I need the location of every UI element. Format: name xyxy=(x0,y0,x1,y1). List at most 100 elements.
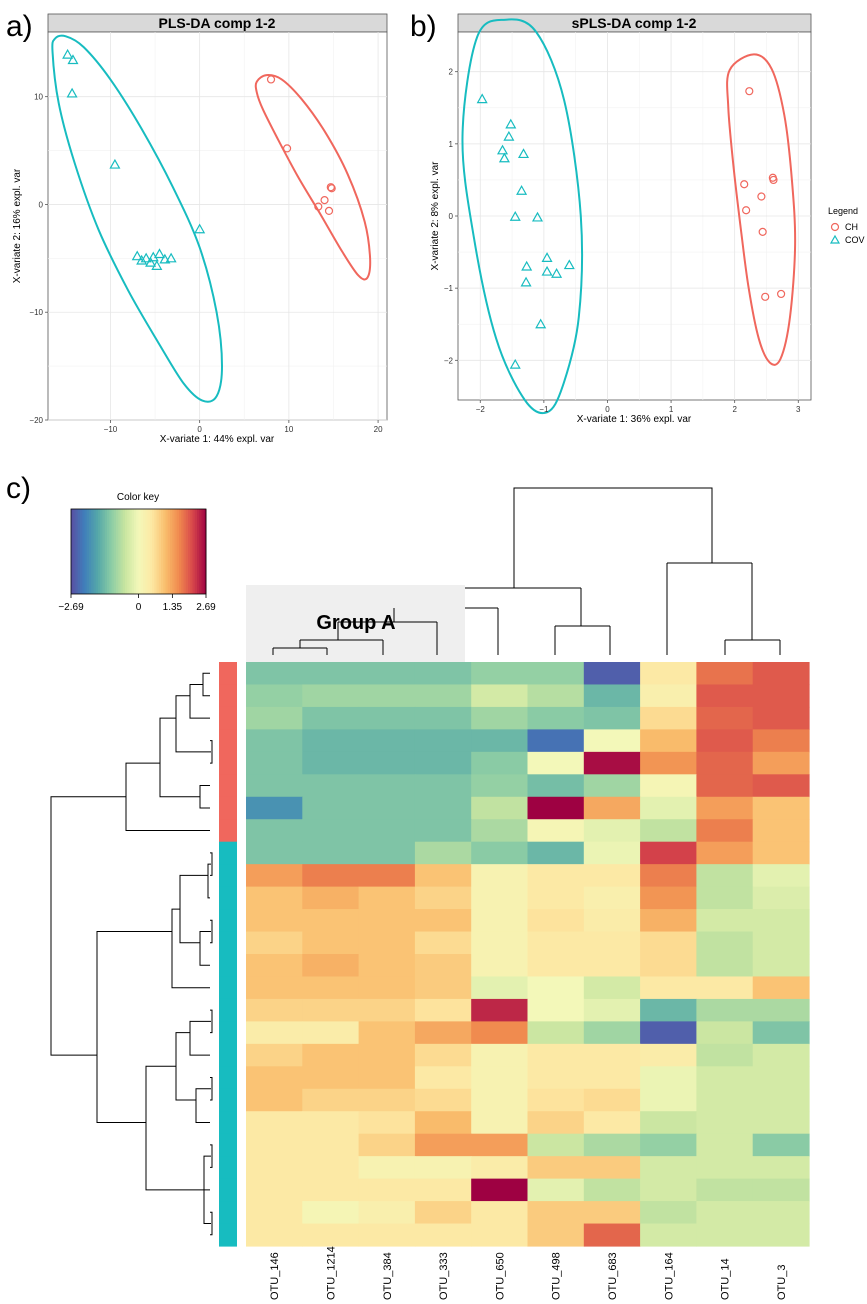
heatmap-cell xyxy=(583,819,641,843)
color-key-swatch xyxy=(77,509,81,594)
row-group-cov xyxy=(219,1201,237,1225)
heatmap-cell xyxy=(640,841,697,865)
spls-da-point-ch xyxy=(758,227,767,236)
row-group-cov xyxy=(219,931,237,955)
heatmap-cell xyxy=(527,909,585,933)
heatmap-cell xyxy=(527,886,585,910)
color-key-swatch xyxy=(183,509,187,594)
heatmap-cell xyxy=(583,1043,641,1067)
spls-da-xtick-label: −2 xyxy=(476,405,486,414)
heatmap-cell xyxy=(302,1043,360,1067)
heatmap-cell xyxy=(246,909,303,933)
color-key-swatch xyxy=(98,509,101,594)
heatmap-cell xyxy=(583,909,641,933)
row-dendrogram-branch xyxy=(203,1155,211,1191)
row-dendrogram-branch xyxy=(195,1088,211,1123)
panel-label-c: c) xyxy=(6,472,31,505)
pls-da-ellipses xyxy=(51,34,372,403)
row-dendrogram-branch xyxy=(189,683,210,719)
row-dendrogram-branch xyxy=(175,1032,196,1101)
heatmap-cell xyxy=(752,1178,810,1202)
heatmap-cell xyxy=(302,1178,360,1202)
spls-da-point-cov xyxy=(476,93,488,104)
heatmap-cell xyxy=(640,774,697,798)
heatmap-cell xyxy=(583,1111,641,1135)
color-key-swatch xyxy=(104,509,108,594)
color-key-swatch xyxy=(125,509,128,594)
heatmap-cell xyxy=(471,1088,529,1112)
heatmap-cell xyxy=(696,931,754,955)
heatmap-cell xyxy=(696,796,754,820)
row-group-ch xyxy=(219,729,237,753)
pls-da-point-ch xyxy=(324,206,334,216)
heatmap-cell xyxy=(696,886,754,910)
heatmap-cell xyxy=(752,729,810,753)
heatmap-cell xyxy=(302,976,360,1000)
panel-label-b: b) xyxy=(410,10,437,43)
spls-da-ytick-label: 2 xyxy=(449,68,454,77)
color-key-swatch xyxy=(95,509,99,594)
heatmap-cell xyxy=(358,1178,416,1202)
row-group-cov xyxy=(219,1043,237,1067)
color-key-ticks: −2.69 0 1.35 2.69 xyxy=(58,594,216,613)
heatmap-cell xyxy=(471,1133,529,1157)
heatmap-cell xyxy=(302,729,360,753)
row-group-cov xyxy=(219,998,237,1022)
heatmap-cell xyxy=(752,954,810,978)
heatmap-cell xyxy=(414,1201,472,1225)
heatmap-cell xyxy=(414,819,472,843)
heatmap-cell xyxy=(471,1066,529,1090)
row-group-ch xyxy=(219,684,237,708)
heatmap-cell xyxy=(471,796,529,820)
color-key-swatch xyxy=(91,509,94,594)
spls-da-ytick-label: 1 xyxy=(449,140,454,149)
color-key-swatch xyxy=(80,509,83,594)
color-key-bar xyxy=(71,509,207,594)
heatmap-cell xyxy=(246,751,303,775)
heatmap-cell xyxy=(471,706,529,730)
pls-da-plot: PLS-DA comp 1-2 −10 0 10 20 −20 −10 0 10 X-vari… xyxy=(12,13,388,445)
row-group-cov xyxy=(219,1156,237,1180)
heatmap-cell xyxy=(246,1156,303,1180)
color-key-swatch xyxy=(113,509,117,594)
color-key-swatch xyxy=(73,509,76,594)
heatmap-cell xyxy=(246,1133,303,1157)
heatmap-cell xyxy=(414,954,472,978)
heatmap-cell xyxy=(527,1066,585,1090)
heatmap-cell xyxy=(302,1066,360,1090)
heatmap-cell xyxy=(471,729,529,753)
color-key-swatch xyxy=(100,509,103,594)
heatmap-cell xyxy=(414,1133,472,1157)
heatmap-cell xyxy=(358,976,416,1000)
color-key-tick-label: 1.35 xyxy=(163,602,183,613)
group-a-highlight xyxy=(246,585,465,662)
heatmap-cell xyxy=(752,976,810,1000)
spls-da-ytick-label: −1 xyxy=(444,284,454,293)
color-key-swatch xyxy=(147,509,151,594)
pls-da-point-ch xyxy=(266,75,276,84)
spls-da-point-cov xyxy=(563,259,575,270)
color-key: Color key −2.69 0 1.35 2.69 xyxy=(58,492,216,613)
heatmap-cell xyxy=(527,1088,585,1112)
heatmap-cell xyxy=(527,684,585,708)
spls-da-point-cov xyxy=(520,276,532,287)
heatmap-cell xyxy=(246,662,303,686)
color-key-swatch xyxy=(134,509,137,594)
heatmap-cell xyxy=(414,796,472,820)
heatmap-cell xyxy=(583,1156,641,1180)
heatmap-cell xyxy=(302,841,360,865)
heatmap-cell xyxy=(640,998,697,1022)
heatmap-cell xyxy=(246,1088,303,1112)
heatmap-cell xyxy=(696,729,754,753)
spls-da-point-cov xyxy=(551,268,563,278)
heatmap-cell xyxy=(583,886,641,910)
heatmap-cell xyxy=(640,1066,697,1090)
pls-da-point-cov xyxy=(67,54,79,65)
color-key-swatch xyxy=(188,509,191,594)
heatmap-cell xyxy=(583,998,641,1022)
heatmap-cell xyxy=(583,976,641,1000)
legend-cov-label: COV xyxy=(845,235,865,245)
heatmap-cell xyxy=(640,662,697,686)
pls-da-plot-area xyxy=(47,31,388,421)
heatmap-cell xyxy=(583,1223,641,1247)
